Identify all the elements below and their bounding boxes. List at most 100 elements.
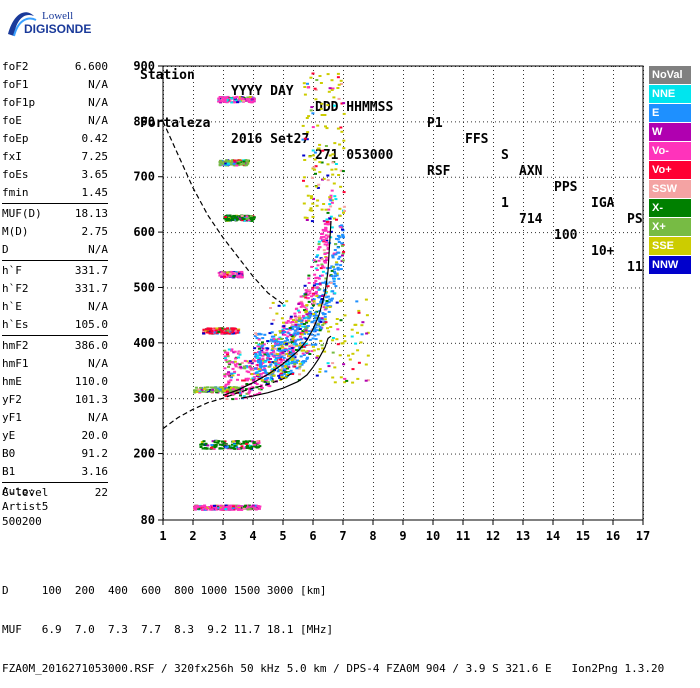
grid-dot-x [403,118,404,119]
grid-dot-y [607,454,608,455]
grid-dot-x [493,394,494,395]
grid-dot-x [193,362,194,363]
grid-dot-x [373,366,374,367]
grid-dot-y [439,398,440,399]
grid-dot-x [553,110,554,111]
grid-dot-x [493,438,494,439]
grid-dot-x [253,274,254,275]
grid-dot-x [433,106,434,107]
grid-dot-x [523,86,524,87]
grid-dot-x [193,290,194,291]
grid-dot-x [373,434,374,435]
grid-dot-y [295,121,296,122]
grid-dot-y [539,343,540,344]
grid-dot-x [523,438,524,439]
echo-point [335,261,338,263]
grid-dot-x [433,138,434,139]
grid-dot-y [419,121,420,122]
grid-dot-x [523,350,524,351]
grid-dot-x [223,202,224,203]
grid-dot-y [183,287,184,288]
grid-dot-y [439,343,440,344]
grid-dot-y [299,454,300,455]
grid-dot-x [463,466,464,467]
echo-point [290,316,293,318]
grid-dot-x [283,118,284,119]
grid-dot-x [553,254,554,255]
grid-dot-x [433,438,434,439]
grid-dot-x [223,314,224,315]
grid-dot-x [493,242,494,243]
echo-point [333,280,336,282]
grid-dot-x [403,458,404,459]
grid-dot-x [313,358,314,359]
grid-dot-x [403,142,404,143]
grid-dot-x [223,502,224,503]
grid-dot-x [463,74,464,75]
grid-dot-x [433,386,434,387]
grid-dot-x [193,366,194,367]
grid-dot-x [493,482,494,483]
grid-dot-x [553,454,554,455]
grid-dot-x [193,414,194,415]
grid-dot-y [219,343,220,344]
grid-dot-x [373,114,374,115]
grid-dot-y [375,398,376,399]
grid-dot-x [193,430,194,431]
grid-dot-x [553,338,554,339]
grid-dot-y [167,287,168,288]
echo-point [322,229,325,231]
grid-dot-x [253,242,254,243]
grid-dot-x [283,278,284,279]
grid-dot-x [463,390,464,391]
grid-dot-y [511,287,512,288]
grid-dot-y [615,177,616,178]
grid-dot-y [583,232,584,233]
grid-dot-x [613,266,614,267]
grid-dot-x [313,138,314,139]
grid-dot-y [451,454,452,455]
grid-dot-x [613,94,614,95]
echo-point [308,301,311,303]
grid-dot-x [223,178,224,179]
grid-dot-x [493,150,494,151]
grid-dot-x [493,458,494,459]
grid-dot-y [283,398,284,399]
grid-dot-y [335,177,336,178]
grid-dot-y [503,398,504,399]
grid-dot-x [463,382,464,383]
grid-dot-y [279,121,280,122]
grid-dot-x [193,242,194,243]
grid-dot-x [403,410,404,411]
echo-point [313,259,316,261]
grid-dot-x [373,386,374,387]
grid-dot-x [523,102,524,103]
grid-dot-x [613,386,614,387]
grid-dot-x [433,314,434,315]
grid-dot-x [553,86,554,87]
echo-point [235,398,238,400]
echo-point [297,303,300,305]
grid-dot-y [587,232,588,233]
grid-dot-x [583,458,584,459]
grid-dot-x [493,402,494,403]
grid-dot-x [553,126,554,127]
grid-dot-x [583,126,584,127]
grid-dot-x [373,294,374,295]
grid-dot-x [403,246,404,247]
grid-dot-x [403,330,404,331]
echo-point [263,334,266,336]
echo-cluster [223,214,255,222]
grid-dot-x [553,102,554,103]
grid-dot-x [253,226,254,227]
grid-dot-x [403,426,404,427]
grid-dot-x [343,486,344,487]
grid-dot-y [263,177,264,178]
grid-dot-x [193,450,194,451]
grid-dot-x [193,342,194,343]
echo-point [245,443,248,445]
grid-dot-x [223,402,224,403]
grid-dot-x [583,206,584,207]
grid-dot-x [223,286,224,287]
grid-dot-x [493,178,494,179]
